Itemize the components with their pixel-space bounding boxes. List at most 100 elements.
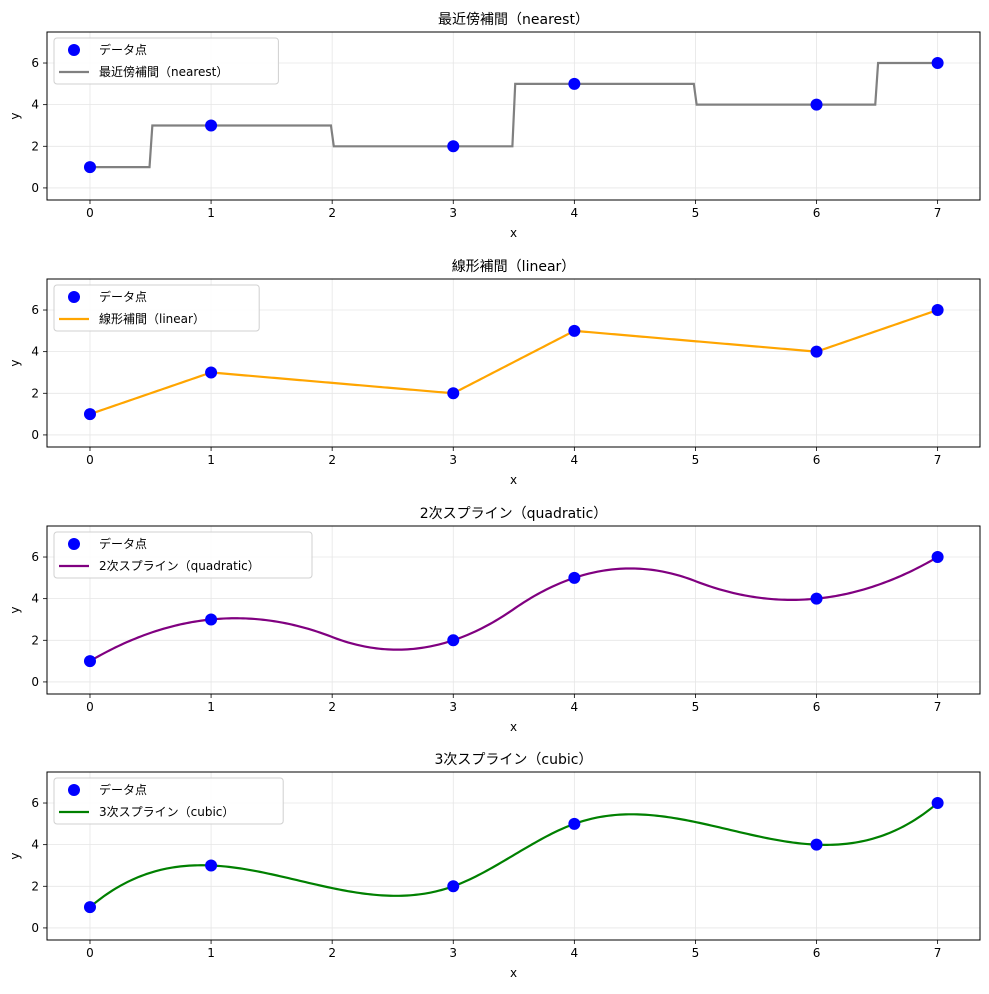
- y-tick-label: 6: [31, 56, 39, 70]
- x-tick-label: 6: [813, 206, 821, 220]
- y-tick-label: 0: [31, 675, 39, 689]
- subplot-nearest: 0 1 2 3 4 5 6 70246最近傍補間（nearest）xyデータ点最近傍補間（ne…: [8, 11, 981, 240]
- y-tick-label: 4: [31, 345, 39, 359]
- series-line-nearest: [89, 61, 938, 169]
- data-point: [447, 880, 460, 893]
- data-point: [83, 408, 96, 421]
- subplot-linear: 0 1 2 3 4 5 6 70246線形補間（linear）xyデータ点線形補間（linea…: [8, 259, 981, 487]
- x-tick-label: 4: [571, 700, 579, 714]
- legend: データ点 3次スプライン（cubic）: [53, 777, 284, 825]
- chart-title: 2次スプライン（quadratic）: [420, 506, 608, 522]
- data-point: [931, 304, 944, 317]
- x-tick-label: 5: [692, 453, 700, 467]
- axes-frame: [46, 31, 981, 201]
- y-axis-label: y: [8, 852, 22, 859]
- x-tick-label: 1: [207, 700, 215, 714]
- data-point: [83, 161, 96, 174]
- x-tick-label: 0: [86, 700, 94, 714]
- legend-label-points: データ点: [99, 42, 147, 57]
- series-line-quadratic: [89, 556, 939, 663]
- subplot-quadratic: 0 1 2 3 4 5 6 7 0 2 4 6 2次スプライン（quadratic） x y データ点 2次スプ…: [8, 506, 981, 734]
- x-tick-label: 7: [934, 700, 942, 714]
- legend-label-points: データ点: [99, 782, 147, 797]
- legend-label-points: データ点: [99, 289, 147, 304]
- legend-box: [53, 284, 260, 332]
- legend-box: [53, 37, 279, 85]
- x-tick-label: 2: [328, 453, 336, 467]
- y-tick-label: 4: [31, 592, 39, 606]
- x-tick-label: 1: [207, 946, 215, 960]
- data-point: [447, 140, 460, 153]
- x-tick-label: 3: [449, 453, 457, 467]
- x-tick-label: 4: [571, 453, 579, 467]
- legend-label-series: 2次スプライン（quadratic）: [99, 559, 260, 573]
- x-tick-label: 5: [692, 206, 700, 220]
- data-point: [568, 77, 581, 90]
- axes-frame: [46, 771, 981, 941]
- y-axis-label: y: [8, 359, 22, 366]
- legend-marker-points: [68, 538, 80, 550]
- chart-title: 3次スプライン（cubic）: [435, 752, 593, 768]
- legend: データ点 2次スプライン（quadratic）: [53, 531, 313, 579]
- subplot-cubic: 0 1 2 3 4 5 6 7 0 2 4 6 3次スプライン（cubic） x y データ点 3次スプライン（…: [8, 752, 981, 980]
- legend-marker-points: [68, 44, 80, 56]
- legend-label-series: 線形補間（linear）: [99, 311, 205, 326]
- x-axis-label: x: [510, 473, 517, 487]
- data-point: [568, 324, 581, 337]
- data-point: [83, 655, 96, 668]
- y-tick-label: 2: [31, 139, 39, 153]
- x-tick-label: 3: [449, 946, 457, 960]
- x-tick-label: 5: [692, 700, 700, 714]
- data-point: [83, 901, 96, 914]
- axes-frame: [46, 278, 981, 448]
- legend-box: [53, 531, 313, 579]
- y-tick-label: 0: [31, 921, 39, 935]
- legend-marker-points: [68, 784, 80, 796]
- x-tick-label: 5: [692, 946, 700, 960]
- x-tick-label: 0: [86, 453, 94, 467]
- legend-label-series: 最近傍補間（nearest）: [99, 64, 228, 79]
- x-tick-label: 1: [207, 453, 215, 467]
- x-tick-label: 3: [449, 700, 457, 714]
- data-point: [810, 592, 823, 605]
- axes-frame: [46, 525, 981, 695]
- data-point: [810, 98, 823, 111]
- x-tick-label: 0: [86, 206, 94, 220]
- data-point: [447, 387, 460, 400]
- x-axis-label: x: [510, 966, 517, 980]
- x-axis-label: x: [510, 720, 517, 734]
- series-line-linear: [89, 308, 938, 416]
- y-tick-label: 6: [31, 796, 39, 810]
- x-tick-label: 6: [813, 700, 821, 714]
- data-point: [568, 817, 581, 830]
- data-point: [205, 613, 218, 626]
- data-point: [568, 571, 581, 584]
- data-point: [931, 551, 944, 564]
- x-tick-label: 7: [934, 453, 942, 467]
- y-axis-label: y: [8, 606, 22, 613]
- x-tick-label: 4: [571, 946, 579, 960]
- x-tick-label: 1: [207, 206, 215, 220]
- data-point: [447, 634, 460, 647]
- y-tick-label: 4: [31, 98, 39, 112]
- data-point: [931, 797, 944, 810]
- data-point: [205, 366, 218, 379]
- y-tick-label: 2: [31, 386, 39, 400]
- x-tick-label: 6: [813, 946, 821, 960]
- chart-title: 線形補間（linear）: [452, 259, 576, 275]
- legend-box: [53, 777, 284, 825]
- data-point: [205, 119, 218, 132]
- x-axis-label: x: [510, 226, 517, 240]
- x-tick-label: 2: [328, 700, 336, 714]
- legend-label-series: 3次スプライン（cubic）: [99, 805, 234, 819]
- y-tick-label: 0: [31, 428, 39, 442]
- x-tick-label: 3: [449, 206, 457, 220]
- y-tick-label: 2: [31, 633, 39, 647]
- x-tick-label: 7: [934, 946, 942, 960]
- y-tick-label: 6: [31, 550, 39, 564]
- legend-marker-points: [68, 291, 80, 303]
- data-point: [810, 838, 823, 851]
